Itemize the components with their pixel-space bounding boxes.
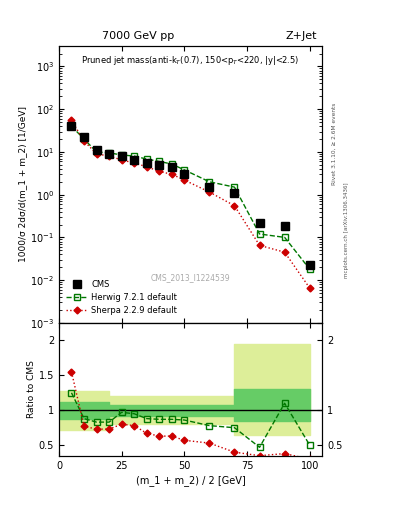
Text: Z+Jet: Z+Jet — [285, 31, 317, 40]
X-axis label: (m_1 + m_2) / 2 [GeV]: (m_1 + m_2) / 2 [GeV] — [136, 475, 246, 485]
Legend: CMS, Herwig 7.2.1 default, Sherpa 2.2.9 default: CMS, Herwig 7.2.1 default, Sherpa 2.2.9 … — [63, 276, 181, 318]
Y-axis label: Ratio to CMS: Ratio to CMS — [27, 360, 36, 418]
Y-axis label: 1000/σ 2dσ/d(m_1 + m_2) [1/GeV]: 1000/σ 2dσ/d(m_1 + m_2) [1/GeV] — [18, 106, 28, 263]
Text: mcplots.cern.ch [arXiv:1306.3436]: mcplots.cern.ch [arXiv:1306.3436] — [344, 183, 349, 278]
Text: Rivet 3.1.10, ≥ 2.6M events: Rivet 3.1.10, ≥ 2.6M events — [332, 102, 337, 184]
Text: CMS_2013_I1224539: CMS_2013_I1224539 — [151, 273, 230, 282]
Text: 7000 GeV pp: 7000 GeV pp — [102, 31, 174, 40]
Text: Pruned jet mass(anti-k$_T$(0.7), 150<p$_T$<220, |y|<2.5): Pruned jet mass(anti-k$_T$(0.7), 150<p$_… — [81, 54, 300, 68]
